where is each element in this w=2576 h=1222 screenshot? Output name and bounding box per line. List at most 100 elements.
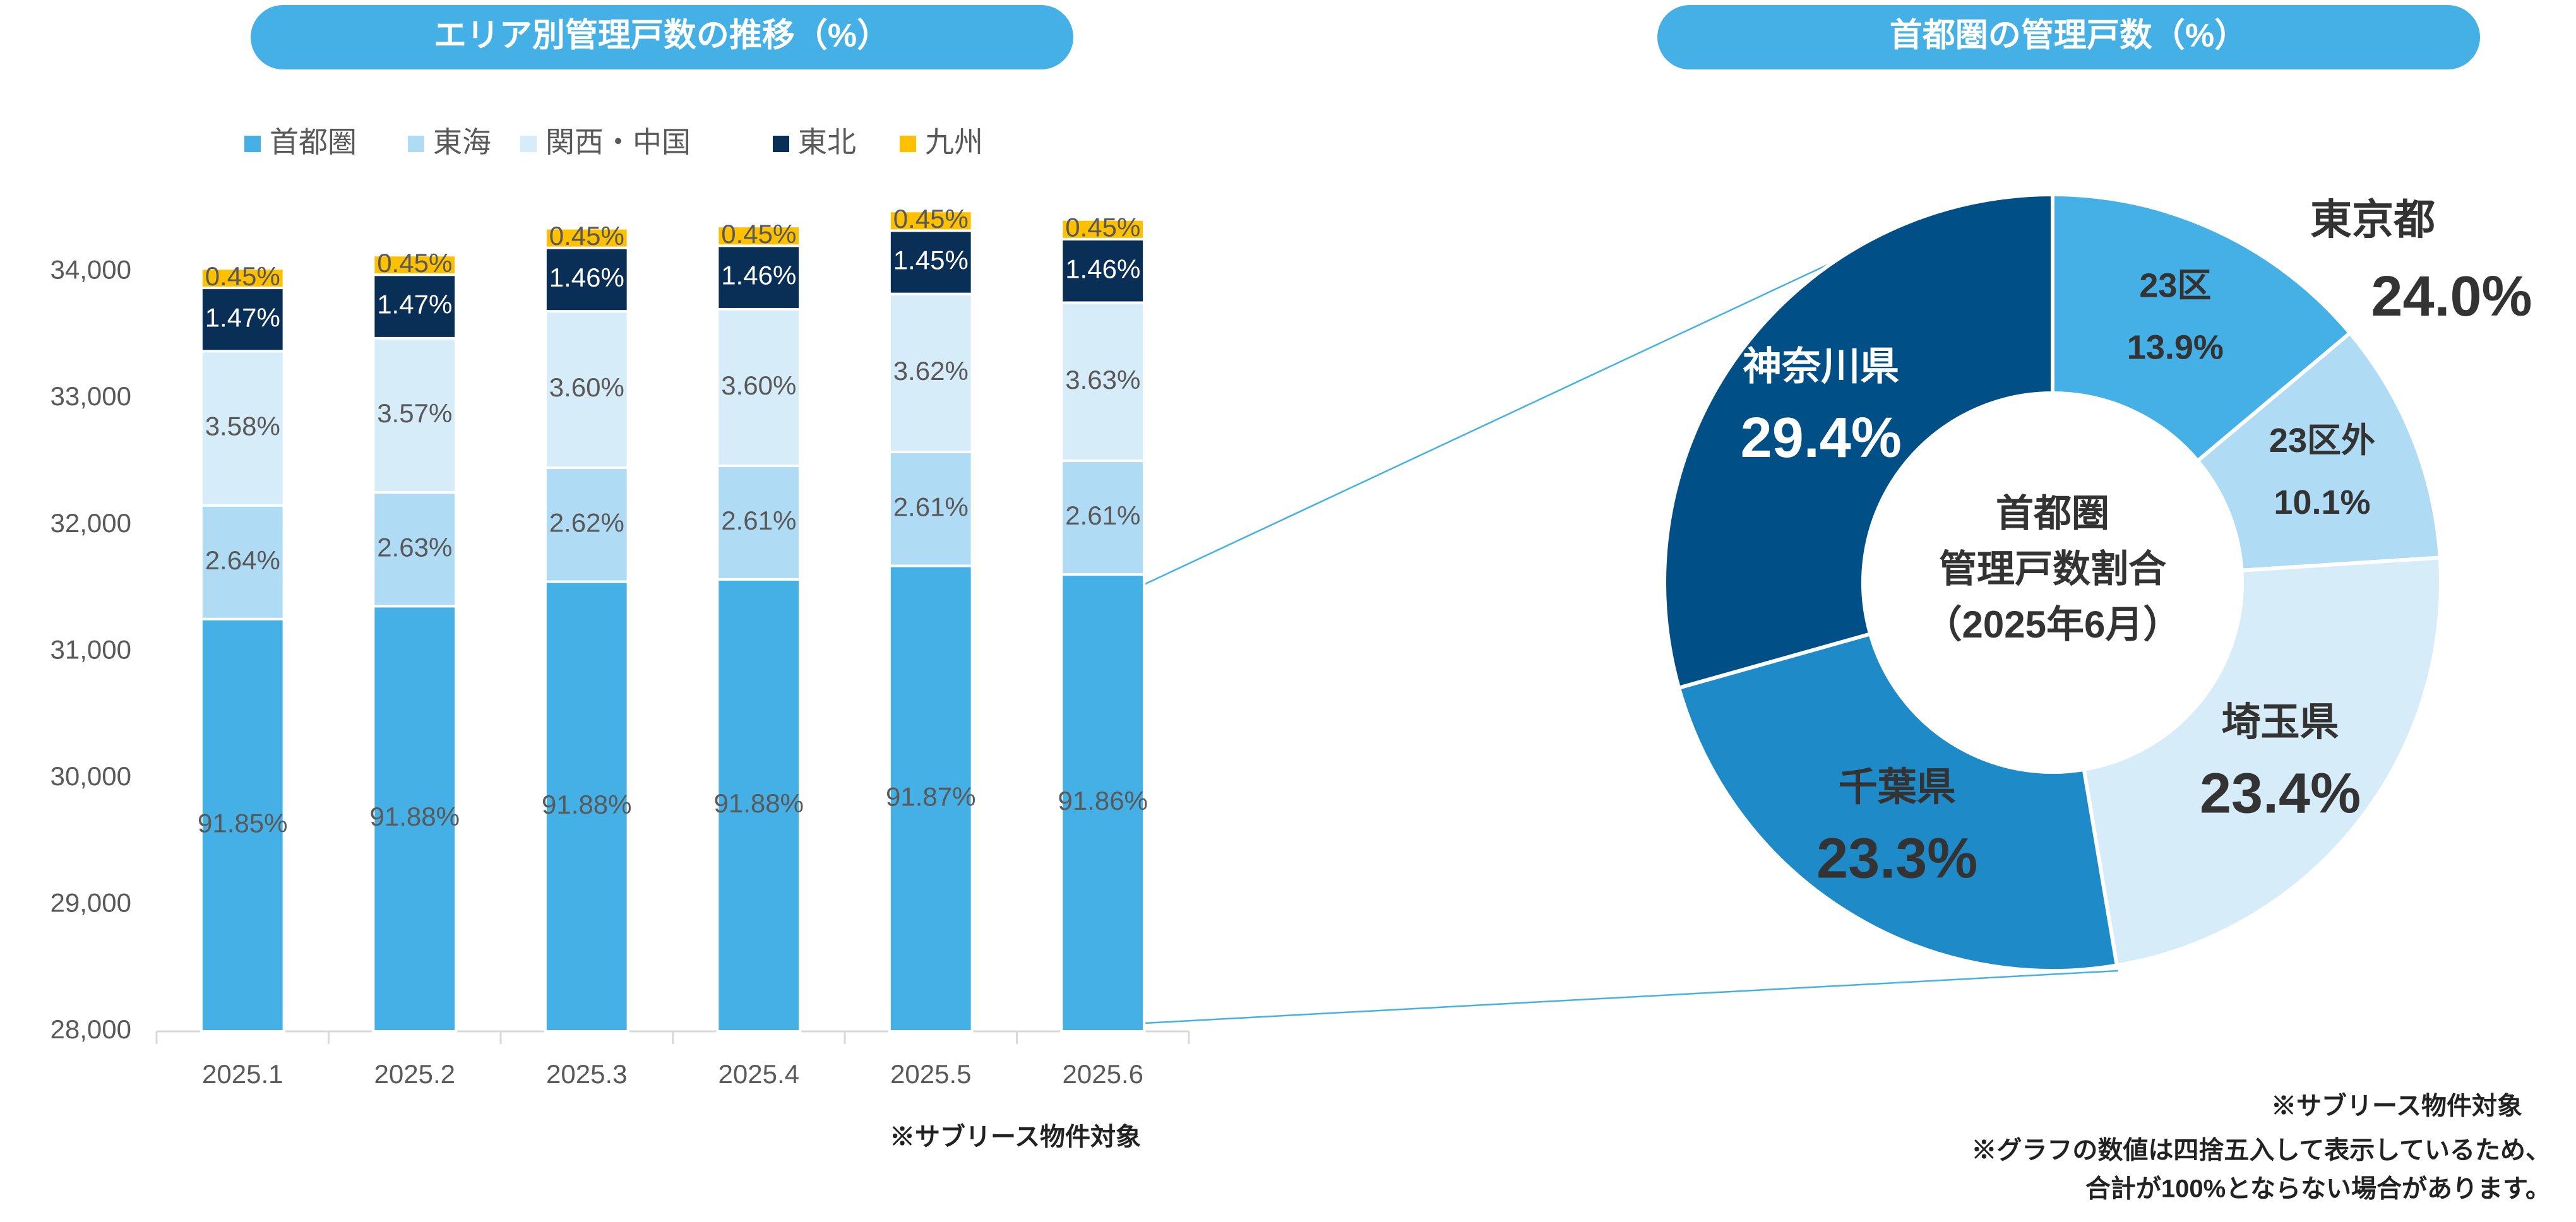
slice-label: 埼玉県 <box>2222 701 2339 744</box>
data-label: 0.45% <box>549 221 624 251</box>
slice-label: 23区 <box>2139 266 2211 304</box>
legend-swatch <box>244 136 261 152</box>
data-label: 3.60% <box>549 372 624 402</box>
data-label: 3.60% <box>721 371 796 400</box>
legend-label: 東北 <box>798 126 856 158</box>
y-tick-label: 31,000 <box>51 634 131 664</box>
x-tick-label: 2025.6 <box>1063 1059 1143 1089</box>
x-tick-label: 2025.2 <box>374 1059 455 1089</box>
data-label: 0.45% <box>893 204 969 234</box>
data-label: 1.47% <box>205 302 280 332</box>
bar-segment <box>200 617 285 1033</box>
bar-segment <box>200 267 285 290</box>
bar-segment <box>888 292 974 453</box>
slice-value: 23.3% <box>1816 827 1977 890</box>
bar-segment <box>716 465 802 581</box>
data-label: 1.46% <box>721 261 796 290</box>
y-tick-label: 28,000 <box>51 1014 131 1044</box>
data-label: 0.45% <box>721 219 796 249</box>
chart-title: 首都圏の管理戸数（%） <box>1890 18 2247 54</box>
slice-value: 29.4% <box>1741 406 1902 470</box>
slice-label: 23区外 <box>2269 422 2375 460</box>
bar-segment <box>200 287 285 353</box>
data-label: 0.45% <box>205 261 280 291</box>
bar-segment <box>1060 460 1146 576</box>
bar-segment <box>888 450 974 567</box>
bar-segment <box>1060 301 1146 463</box>
bar-segment <box>716 244 802 311</box>
bar-segment <box>544 580 629 1033</box>
note: ※グラフの数値は四捨五入して表示しているため、 <box>1971 1137 2551 1165</box>
y-tick-label: 32,000 <box>51 508 131 538</box>
note: 合計が100%とならない場合があります。 <box>2085 1175 2551 1203</box>
data-label: 91.88% <box>370 802 460 831</box>
slice-value: 23.4% <box>2200 762 2361 825</box>
bar-segment <box>888 210 974 232</box>
data-label: 3.57% <box>377 398 452 428</box>
group-label: 東京都 <box>2310 196 2435 242</box>
data-label: 91.85% <box>198 808 287 838</box>
legend-label: 関西・中国 <box>546 126 691 158</box>
legend-label: 首都圏 <box>270 126 357 158</box>
slice-value: 13.9% <box>2127 328 2224 366</box>
connector <box>1143 225 1911 586</box>
data-label: 91.88% <box>714 788 804 818</box>
data-label: 2.61% <box>893 492 969 521</box>
data-label: 1.46% <box>1065 254 1140 283</box>
x-tick-label: 2025.1 <box>202 1059 283 1089</box>
slice-label: 神奈川県 <box>1743 345 1899 389</box>
data-label: 2.63% <box>377 532 452 562</box>
legend-swatch <box>773 136 789 152</box>
bar-segment <box>716 307 802 468</box>
bar-segment <box>372 491 458 608</box>
bar-segment <box>372 254 458 276</box>
data-label: 91.87% <box>886 781 975 811</box>
x-tick-label: 2025.4 <box>719 1059 799 1089</box>
bar-segment <box>200 504 285 620</box>
connector <box>1143 970 2119 1024</box>
legend-swatch <box>900 136 916 152</box>
data-label: 2.62% <box>549 507 624 537</box>
donut-slice <box>1662 192 2054 691</box>
data-label: 91.86% <box>1058 786 1148 816</box>
legend-swatch <box>408 136 424 152</box>
data-label: 2.64% <box>205 545 280 575</box>
legend-label: 東海 <box>433 126 491 158</box>
x-tick-label: 2025.3 <box>546 1059 627 1089</box>
y-tick-label: 29,000 <box>51 888 131 918</box>
bar-segment <box>544 466 629 583</box>
y-tick-label: 33,000 <box>51 381 131 411</box>
data-label: 1.47% <box>377 290 452 319</box>
data-label: 0.45% <box>377 248 452 278</box>
donut-slice <box>2195 330 2442 572</box>
data-label: 3.62% <box>893 356 969 386</box>
center-label: 首都圏 <box>1996 492 2109 535</box>
title-pill <box>1657 5 2480 69</box>
y-tick-label: 30,000 <box>51 761 131 791</box>
bar-segment <box>544 227 629 249</box>
legend-swatch <box>520 136 537 152</box>
donut-slice <box>1676 631 2120 973</box>
data-label: 3.63% <box>1065 365 1140 394</box>
bar-segment <box>372 336 458 494</box>
data-label: 3.58% <box>205 412 280 441</box>
title-pill <box>251 5 1073 69</box>
data-label: 1.46% <box>549 263 624 292</box>
data-label: 1.45% <box>893 246 969 275</box>
data-label: 0.45% <box>1065 212 1140 242</box>
y-tick-label: 34,000 <box>51 255 131 285</box>
data-label: 91.88% <box>542 790 631 819</box>
bar-segment <box>372 273 458 340</box>
bar-segment <box>716 225 802 247</box>
chart-title: エリア別管理戸数の推移（%） <box>434 18 890 54</box>
center-label: 管理戸数割合 <box>1939 548 2166 590</box>
data-label: 2.61% <box>1065 501 1140 530</box>
note: ※サブリース物件対象 <box>890 1123 1141 1151</box>
note: ※サブリース物件対象 <box>2271 1092 2522 1120</box>
group-value: 24.0% <box>2371 265 2532 328</box>
bar-segment <box>716 578 802 1033</box>
slice-label: 千葉県 <box>1839 766 1956 809</box>
bar-segment <box>1060 218 1146 240</box>
donut-slice <box>2082 555 2443 968</box>
